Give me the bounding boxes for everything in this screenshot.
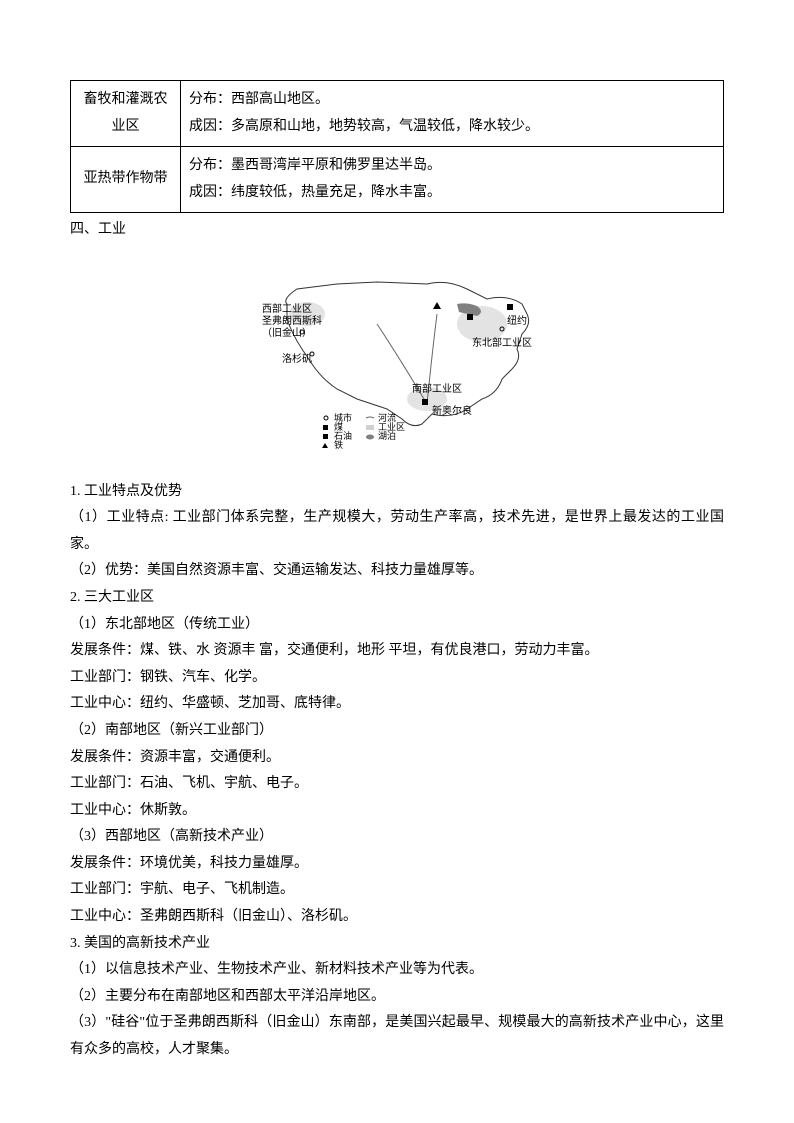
table-row: 亚热带作物带 分布：墨西哥湾岸平原和佛罗里达半岛。 成因：纬度较低，热量充足，降…: [71, 147, 724, 213]
content-line: （2）主要分布在南部地区和西部太平洋沿岸地区。: [70, 984, 724, 1011]
coal-icon: [467, 314, 473, 320]
row-label: 亚热带作物带: [71, 147, 181, 213]
row-label: 畜牧和灌溉农业区: [71, 81, 181, 147]
map-label: 纽约: [507, 314, 527, 327]
map-label: （旧金山）: [262, 326, 312, 339]
map-label: 南部工业区: [412, 382, 462, 395]
map-label: 西部工业区: [262, 302, 312, 315]
row-content: 分布：西部高山地区。 成因：多高原和山地，地势较高，气温较低，降水较少。: [181, 81, 724, 147]
map-label: 东北部工业区: [472, 336, 532, 349]
usa-map: 西部工业区 圣弗朗西斯科 （旧金山） 洛杉矶 东北部工业区 纽约 南部工业区 新…: [70, 254, 724, 465]
content-line: 工业中心：纽约、华盛顿、芝加哥、底特律。: [70, 691, 724, 718]
content-line: 2. 三大工业区: [70, 585, 724, 612]
map-label: 新奥尔良: [432, 404, 472, 417]
content-line: 工业部门：钢铁、汽车、化学。: [70, 665, 724, 692]
content-line: （2）优势：美国自然资源丰富、交通运输发达、科技力量雄厚等。: [70, 558, 724, 585]
content-line: 工业中心：休斯敦。: [70, 798, 724, 825]
content-line: （2）南部地区（新兴工业部门）: [70, 718, 724, 745]
content-line: （1）以信息技术产业、生物技术产业、新材料技术产业等为代表。: [70, 957, 724, 984]
svg-text:铁: 铁: [334, 439, 343, 450]
table-row: 畜牧和灌溉农业区 分布：西部高山地区。 成因：多高原和山地，地势较高，气温较低，…: [71, 81, 724, 147]
agriculture-table: 畜牧和灌溉农业区 分布：西部高山地区。 成因：多高原和山地，地势较高，气温较低，…: [70, 80, 724, 213]
content-line: （3）西部地区（高新技术产业）: [70, 824, 724, 851]
map-label: 洛杉矶: [282, 352, 312, 365]
map-legend: 城市 煤 石油 铁 河流 工业区 湖泊: [322, 412, 405, 450]
content-line: （3）"硅谷"位于圣弗朗西斯科（旧金山）东南部，是美国兴起最早、规模最大的高新技…: [70, 1010, 724, 1063]
row-content: 分布：墨西哥湾岸平原和佛罗里达半岛。 成因：纬度较低，热量充足，降水丰富。: [181, 147, 724, 213]
content-line: （1）东北部地区（传统工业）: [70, 612, 724, 639]
map-svg: 西部工业区 圣弗朗西斯科 （旧金山） 洛杉矶 东北部工业区 纽约 南部工业区 新…: [227, 254, 567, 454]
content-line: 发展条件：煤、铁、水 资源丰 富，交通便利，地形 平坦，有优良港口，劳动力丰富。: [70, 638, 724, 665]
content-line: 工业中心：圣弗朗西斯科（旧金山）、洛杉矶。: [70, 904, 724, 931]
map-outline: [286, 282, 529, 426]
map-label: 圣弗朗西斯科: [262, 314, 322, 327]
content-line: 3. 美国的高新技术产业: [70, 931, 724, 958]
content-line: 1. 工业特点及优势: [70, 479, 724, 506]
content-line: （1）工业特点: 工业部门体系完整，生产规模大，劳动生产率高，技术先进，是世界上…: [70, 505, 724, 558]
oil-icon: [422, 399, 428, 405]
content-line: 工业部门：宇航、电子、飞机制造。: [70, 877, 724, 904]
content-line: 发展条件：资源丰富，交通便利。: [70, 745, 724, 772]
section-title: 四、工业: [70, 217, 724, 244]
svg-text:湖泊: 湖泊: [378, 431, 396, 441]
content-line: 工业部门：石油、飞机、宇航、电子。: [70, 771, 724, 798]
content-line: 发展条件：环境优美，科技力量雄厚。: [70, 851, 724, 878]
coal-icon: [507, 304, 513, 310]
